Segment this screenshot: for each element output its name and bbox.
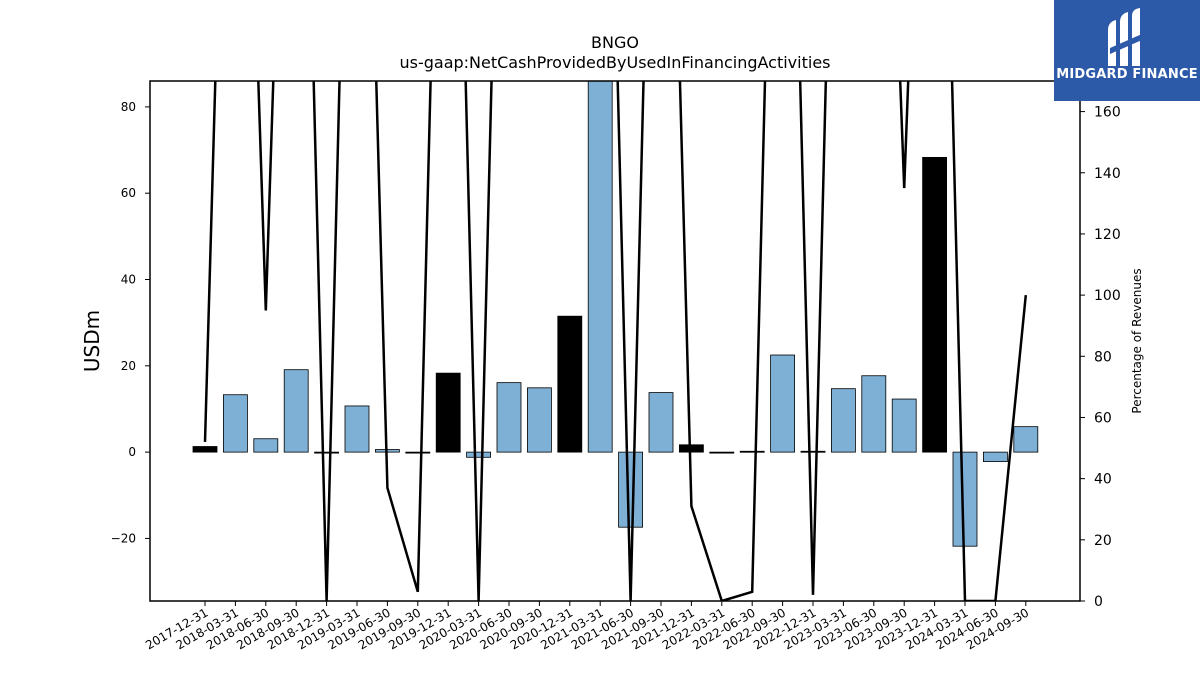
bar-2020-12-31	[557, 315, 583, 453]
y-tick-label-right: 100	[1094, 288, 1121, 304]
bar-2022-06-30	[739, 450, 765, 453]
logo-brand-text: MIDGARD FINANCE	[1056, 67, 1198, 82]
bar-2019-09-30	[405, 451, 431, 454]
chart-subtitle: us-gaap:NetCashProvidedByUsedInFinancing…	[399, 53, 830, 72]
y-tick-label-left: 40	[121, 273, 136, 287]
y-axis-label-left: USDm	[80, 310, 104, 372]
y-tick-label-left: 60	[121, 186, 136, 200]
bar-2021-12-31	[679, 444, 704, 453]
y-tick-label-right: 140	[1094, 166, 1121, 182]
bar-2023-06-30	[861, 375, 887, 453]
bar-2020-03-31	[466, 451, 492, 458]
bar-2020-09-30	[527, 387, 552, 453]
y-axis-right: 0 20 40 60 80 100 120 140 160	[1080, 105, 1121, 610]
y-tick-label-right: 0	[1094, 594, 1103, 610]
y-tick-label-right: 120	[1094, 227, 1121, 243]
bar-2022-03-31	[709, 451, 735, 454]
bar-group	[192, 81, 1039, 547]
y-axis-label-right: Percentage of Revenues	[1130, 268, 1144, 413]
bar-2023-12-31	[922, 156, 947, 453]
y-tick-label-right: 160	[1094, 105, 1121, 121]
y-tick-label-right: 40	[1094, 472, 1112, 488]
bar-2021-09-30	[648, 392, 674, 453]
y-tick-label-left: 80	[121, 100, 136, 114]
bar-2018-12-31	[314, 451, 340, 454]
bar-2023-03-31	[831, 388, 856, 453]
bar-2019-03-31	[344, 405, 370, 453]
bar-2018-06-30	[253, 438, 279, 453]
bar-2017-12-31	[192, 446, 218, 453]
y-tick-label-right: 80	[1094, 349, 1112, 365]
y-tick-label-right: 20	[1094, 533, 1112, 549]
bar-2021-03-31	[587, 81, 613, 453]
y-axis-left: −20 0 20 40 60 80	[111, 100, 150, 545]
x-axis: 2017-12-312018-03-312018-06-302018-09-30…	[143, 601, 1031, 652]
y-tick-label-left: −20	[111, 531, 136, 545]
bar-2022-12-31	[800, 450, 826, 453]
midgard-finance-logo: MIDGARD FINANCE	[1054, 0, 1200, 101]
y-tick-label-left: 0	[128, 445, 136, 459]
y-tick-label-right: 60	[1094, 410, 1112, 426]
chart-title: BNGO	[591, 33, 639, 52]
bar-2022-09-30	[770, 354, 795, 453]
bar-2020-06-30	[496, 382, 522, 453]
bar-2019-12-31	[435, 372, 461, 453]
percentage-line-group	[203, 81, 1028, 601]
bar-2024-06-30	[983, 451, 1008, 463]
bar-2024-09-30	[1013, 426, 1039, 453]
bar-2024-03-31	[952, 451, 978, 547]
bar-2018-09-30	[283, 369, 309, 453]
y-tick-label-left: 20	[121, 359, 136, 373]
plot-frame	[149, 80, 1081, 602]
midgard-logo-icon	[1108, 8, 1142, 66]
bar-2021-06-30	[618, 451, 643, 528]
bar-2018-03-31	[222, 394, 248, 453]
bar-2023-09-30	[891, 398, 917, 453]
percentage-of-revenues-line	[203, 81, 1028, 601]
